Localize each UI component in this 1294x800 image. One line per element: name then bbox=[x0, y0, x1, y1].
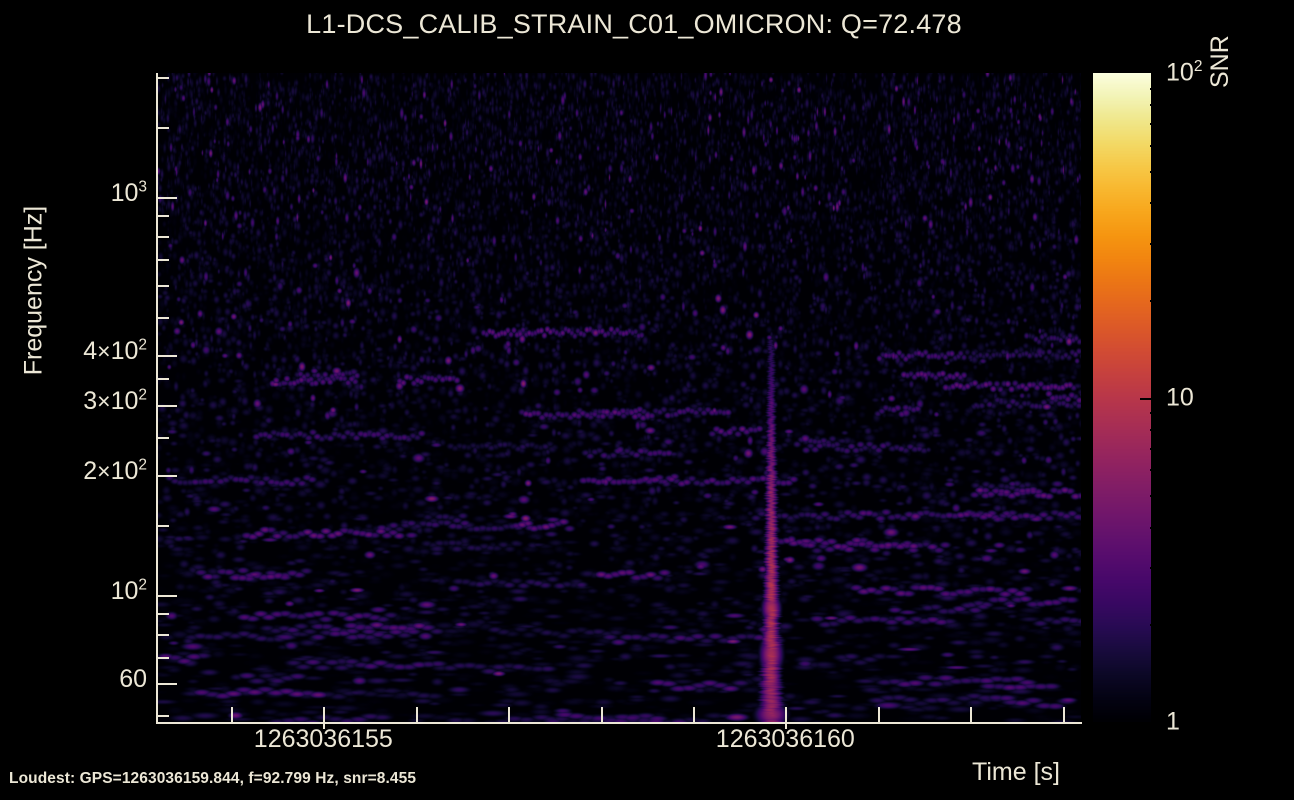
y-axis-major-tick bbox=[158, 196, 177, 199]
y-axis-tick-label: 102 bbox=[110, 576, 147, 606]
y-axis-major-tick bbox=[158, 405, 177, 408]
plot-title: L1-DCS_CALIB_STRAIN_C01_OMICRON: Q=72.47… bbox=[0, 9, 1294, 40]
x-axis-minor-tick bbox=[415, 707, 418, 722]
x-axis-tick-label: 1263036160 bbox=[715, 725, 855, 753]
colorbar-minor-tick bbox=[1150, 624, 1163, 627]
colorbar-minor-tick bbox=[1150, 447, 1163, 450]
y-axis-line bbox=[156, 73, 158, 723]
spectrogram-canvas bbox=[157, 73, 1081, 722]
x-axis-major-tick bbox=[785, 707, 788, 729]
y-axis-tick-label: 103 bbox=[110, 178, 147, 207]
x-axis-minor-tick bbox=[230, 707, 233, 722]
y-axis-title: Frequency [Hz] bbox=[19, 205, 48, 376]
colorbar-minor-tick bbox=[1150, 87, 1163, 90]
colorbar-minor-tick bbox=[1150, 412, 1163, 415]
x-axis-tick-label: 1263036155 bbox=[253, 725, 393, 753]
y-axis-minor-tick bbox=[158, 77, 169, 80]
colorbar-minor-tick bbox=[1150, 526, 1163, 529]
colorbar-tick-label: 1 bbox=[1166, 707, 1180, 736]
y-axis-minor-tick bbox=[158, 633, 169, 636]
x-axis-minor-tick bbox=[508, 707, 511, 722]
y-axis-minor-tick bbox=[158, 436, 169, 439]
colorbar-title: SNR bbox=[1206, 35, 1234, 88]
colorbar-minor-tick bbox=[1150, 242, 1163, 245]
y-axis-minor-tick bbox=[158, 656, 169, 659]
colorbar-minor-tick bbox=[1150, 428, 1163, 431]
y-axis-minor-tick bbox=[158, 258, 169, 261]
colorbar-minor-tick bbox=[1150, 495, 1163, 498]
y-axis-minor-tick bbox=[158, 285, 169, 288]
y-axis-minor-tick bbox=[158, 378, 169, 381]
y-axis-minor-tick bbox=[158, 126, 169, 129]
plot-title-text: L1-DCS_CALIB_STRAIN_C01_OMICRON: Q=72.47… bbox=[306, 9, 962, 39]
colorbar-minor-tick bbox=[1150, 144, 1163, 147]
y-axis-minor-tick bbox=[158, 316, 169, 319]
y-axis-tick-label: 60 bbox=[119, 665, 147, 694]
spectrogram-plot-area[interactable] bbox=[157, 73, 1081, 722]
x-axis-major-tick bbox=[323, 707, 326, 729]
colorbar-ticks bbox=[1133, 73, 1163, 722]
colorbar-minor-tick bbox=[1150, 567, 1163, 570]
colorbar-minor-tick bbox=[1150, 170, 1163, 173]
colorbar-minor-tick bbox=[1150, 299, 1163, 302]
y-axis-minor-tick bbox=[158, 235, 169, 238]
y-axis-major-tick bbox=[158, 683, 177, 686]
y-axis-tick-label: 3×102 bbox=[83, 386, 147, 416]
y-axis-major-tick bbox=[158, 595, 177, 598]
x-axis-line bbox=[156, 722, 1082, 724]
y-axis-major-tick bbox=[158, 475, 177, 478]
colorbar-minor-tick bbox=[1150, 123, 1163, 126]
x-axis-minor-tick bbox=[1062, 707, 1065, 722]
x-axis-minor-tick bbox=[692, 707, 695, 722]
y-axis-minor-tick bbox=[158, 714, 169, 717]
y-axis-major-tick bbox=[158, 355, 177, 358]
y-axis-minor-tick bbox=[158, 215, 169, 218]
loudest-event-status: Loudest: GPS=1263036159.844, f=92.799 Hz… bbox=[9, 770, 417, 787]
y-axis-minor-tick bbox=[158, 613, 169, 616]
x-axis-minor-tick bbox=[970, 707, 973, 722]
x-axis-minor-tick bbox=[877, 707, 880, 722]
x-axis-minor-tick bbox=[600, 707, 603, 722]
colorbar-minor-tick bbox=[1150, 202, 1163, 205]
colorbar-tick-label: 102 bbox=[1166, 58, 1203, 87]
colorbar-minor-tick bbox=[1150, 104, 1163, 107]
x-axis-title: Time [s] bbox=[972, 758, 1060, 786]
y-axis-tick-label: 4×102 bbox=[83, 337, 147, 366]
colorbar-major-tick bbox=[1140, 397, 1163, 400]
y-axis-minor-tick bbox=[158, 524, 169, 527]
y-axis-tick-label: 2×102 bbox=[83, 456, 147, 486]
colorbar-minor-tick bbox=[1150, 469, 1163, 472]
colorbar-tick-label: 10 bbox=[1166, 383, 1194, 411]
